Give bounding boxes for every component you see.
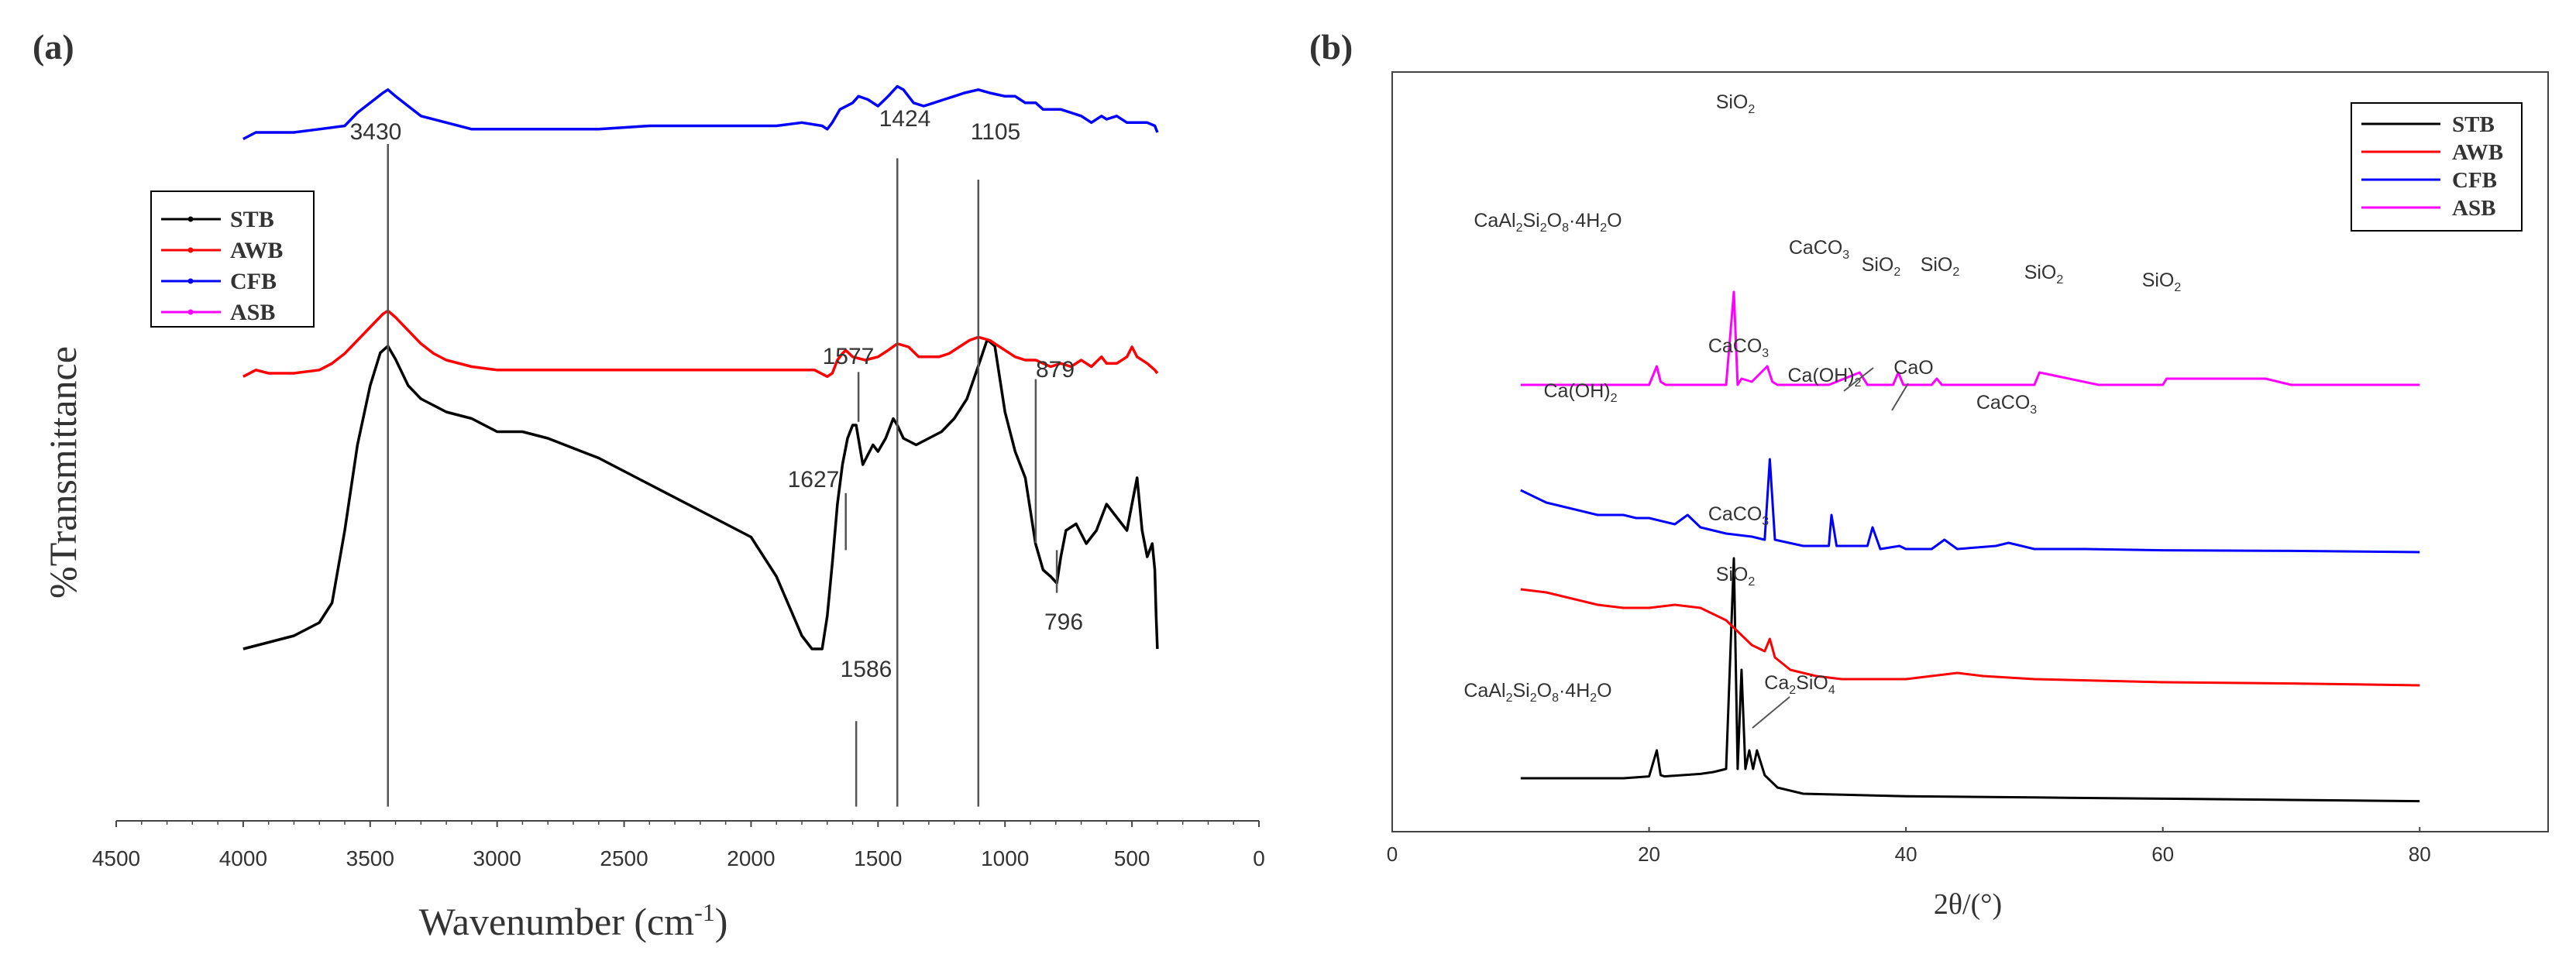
xrd-series-asb <box>1520 290 2420 386</box>
xrd-annotation-2: CaCO3 <box>1789 237 1849 262</box>
ftir-x-ticks: 4500 4000 3500 3000 2500 2000 1500 1000 500 0 <box>92 821 1265 870</box>
xrd-x-tick-label: 20 <box>1638 843 1660 866</box>
xrd-annotation-7: CaCO3 <box>1708 335 1769 360</box>
xrd-annotation-1: CaAl2Si2O8·4H2O <box>1474 210 1622 235</box>
ftir-legend-label-asb: ASB <box>230 300 275 325</box>
xrd-leader-line <box>1891 383 1909 411</box>
xrd-annotation-14: CaAl2Si2O8·4H2O <box>1463 680 1611 705</box>
xrd-series-group <box>1520 290 2420 803</box>
panel-label-a: (a) <box>33 27 74 67</box>
xrd-x-tick-label: 80 <box>2409 843 2431 866</box>
xrd-annotation-11: CaCO3 <box>1976 392 2037 417</box>
xrd-x-tick-label: 60 <box>2151 843 2174 866</box>
ftir-x-tick-label: 500 <box>1114 846 1150 870</box>
ftir-x-tick-label: 2000 <box>727 846 775 870</box>
xrd-series-stb <box>1520 557 2420 803</box>
ftir-x-tick-label: 0 <box>1253 846 1265 870</box>
xrd-leader-line <box>1843 367 1874 392</box>
xrd-series-cfb <box>1520 458 2420 554</box>
ftir-x-tick-label: 4500 <box>92 846 140 870</box>
ftir-x-tick-label: 4000 <box>219 846 267 870</box>
xrd-annotation-5: SiO2 <box>2024 262 2064 287</box>
ftir-legend-marker-asb <box>187 309 194 315</box>
xrd-legend-box <box>2351 102 2523 232</box>
xrd-plot-frame <box>1391 71 2549 832</box>
xrd-annotation-13: SiO2 <box>1716 564 1756 589</box>
ftir-x-tick-label: 2500 <box>600 846 648 870</box>
ftir-peak-label-796: 796 <box>1044 609 1083 635</box>
xrd-legend-label-awb: AWB <box>2452 140 2503 165</box>
ftir-peak-label-3430: 3430 <box>350 119 402 145</box>
ftir-x-tick-label: 3000 <box>473 846 521 870</box>
ftir-legend-marker-stb <box>187 216 194 222</box>
ftir-peak-label-1424: 1424 <box>879 106 931 132</box>
ftir-peak-label-1577: 1577 <box>823 344 875 369</box>
xrd-x-tick-label: 0 <box>1387 843 1398 866</box>
xrd-annotation-9: Ca(OH)2 <box>1787 365 1861 390</box>
ftir-legend-label-awb: AWB <box>230 238 283 263</box>
ftir-x-tick-label: 1500 <box>854 846 902 870</box>
xrd-leader-line <box>1752 696 1790 729</box>
xrd-legend-label-stb: STB <box>2452 112 2495 137</box>
xrd-legend-label-asb: ASB <box>2452 196 2495 221</box>
xrd-annotation-6: SiO2 <box>2142 269 2182 294</box>
ftir-peak-annotations: 3430 1424 1105 1577 879 1627 796 1586 <box>350 106 1083 807</box>
xrd-annotation-3: SiO2 <box>1862 254 1901 279</box>
ftir-y-axis-label: %Transmittance <box>41 346 84 599</box>
xrd-annotation-15: Ca2SiO4 <box>1764 672 1835 697</box>
ftir-x-tick-label: 3500 <box>346 846 394 870</box>
panel-label-b: (b) <box>1309 27 1353 67</box>
ftir-legend: STB AWB CFB ASB <box>150 190 315 328</box>
xrd-annotation-12: CaCO3 <box>1708 503 1769 528</box>
ftir-legend-marker-cfb <box>187 278 194 284</box>
ftir-peak-label-1627: 1627 <box>788 467 840 493</box>
xrd-legend-label-cfb: CFB <box>2452 168 2497 193</box>
xrd-x-ticks: 0 20 40 60 80 <box>1387 827 2431 866</box>
ftir-chart: 4500 4000 3500 3000 2500 2000 1500 1000 500 0 343… <box>41 84 1265 943</box>
xrd-series-awb <box>1520 588 2420 687</box>
ftir-x-tick-label: 1000 <box>981 846 1029 870</box>
xrd-annotation-0: SiO2 <box>1716 91 1756 116</box>
ftir-peak-label-1586: 1586 <box>841 657 892 682</box>
xrd-annotation-8: Ca(OH)2 <box>1543 380 1617 405</box>
xrd-legend: STB AWB CFB ASB <box>2351 102 2523 232</box>
xrd-annotation-4: SiO2 <box>1921 254 1960 279</box>
ftir-legend-marker-awb <box>187 247 194 253</box>
xrd-phase-annotations: SiO2 CaAl2Si2O8·4H2O CaCO3 SiO2 SiO2 SiO2 SiO2… <box>1463 91 2182 729</box>
xrd-x-axis-label: 2θ/(°) <box>1934 888 2002 921</box>
ftir-series-group <box>242 84 1159 650</box>
ftir-peak-label-879: 879 <box>1036 357 1075 383</box>
xrd-x-tick-label: 40 <box>1895 843 1917 866</box>
ftir-x-axis-label: Wavenumber (cm-1) <box>419 898 728 943</box>
ftir-series-cfb <box>242 84 1159 141</box>
ftir-legend-label-cfb: CFB <box>230 269 277 294</box>
ftir-legend-box <box>150 190 315 328</box>
ftir-series-stb <box>242 338 1159 650</box>
ftir-series-awb <box>242 309 1159 379</box>
ftir-peak-label-1105: 1105 <box>971 119 1021 145</box>
ftir-legend-label-stb: STB <box>230 207 274 232</box>
xrd-annotation-10: CaO <box>1893 357 1933 379</box>
